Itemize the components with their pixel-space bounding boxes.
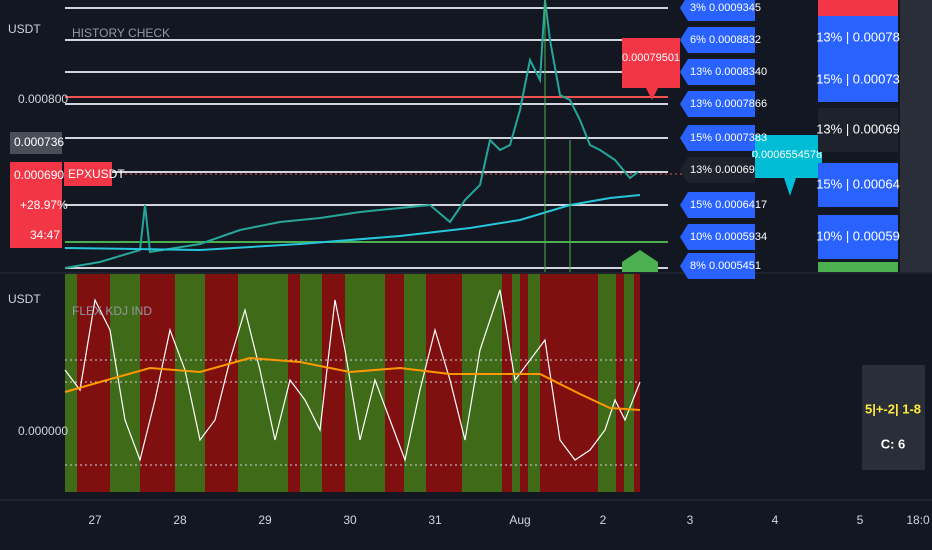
settings: 5|+-2| 1-8 bbox=[865, 401, 921, 416]
level-text: 15% | 0.00073 bbox=[816, 71, 900, 86]
indicator-name: FLEX KDJ IND bbox=[72, 304, 152, 318]
level-tag bbox=[680, 59, 755, 85]
price-label: 0.000000 bbox=[18, 424, 68, 438]
level-tag bbox=[818, 0, 898, 20]
currency: USDT bbox=[8, 22, 41, 36]
change: +28.97% bbox=[20, 198, 68, 212]
time-label: 3 bbox=[687, 513, 694, 527]
kdj-line bbox=[64, 289, 641, 463]
level-tag bbox=[818, 262, 898, 272]
info-box bbox=[862, 365, 925, 470]
level-text: 13% 0.00069 bbox=[690, 164, 755, 176]
level-text: 15% 0.0007383 bbox=[690, 132, 767, 144]
level-text: 15% 0.0006417 bbox=[690, 199, 767, 211]
level-tag bbox=[680, 157, 755, 183]
symbol-tag bbox=[64, 162, 112, 186]
level-text: 13% | 0.00078 bbox=[816, 29, 900, 44]
level-tag bbox=[818, 215, 898, 259]
currency: USDT bbox=[8, 292, 41, 306]
last-price: 0.000690 bbox=[14, 168, 64, 182]
level-tag bbox=[680, 91, 755, 117]
countdown: 34:47 bbox=[30, 228, 60, 242]
level-tag bbox=[680, 0, 755, 21]
kdj-levels bbox=[65, 359, 640, 466]
level-tag bbox=[680, 192, 755, 218]
time-label: 31 bbox=[428, 513, 442, 527]
level-tag bbox=[818, 108, 898, 152]
time-label: 30 bbox=[343, 513, 357, 527]
price-tag bbox=[10, 132, 62, 154]
level-text: 3% 0.0009345 bbox=[690, 2, 761, 14]
time-label: 29 bbox=[258, 513, 272, 527]
callout-text: 0.0006554578 bbox=[752, 149, 822, 161]
level-tag bbox=[680, 27, 755, 53]
price-line bbox=[64, 0, 639, 269]
count: C: 6 bbox=[881, 436, 906, 451]
level-text: 13% | 0.00069 bbox=[816, 121, 900, 136]
indicator-name: HISTORY CHECK bbox=[72, 26, 170, 40]
level-tag bbox=[818, 58, 898, 102]
symbol-tag bbox=[10, 162, 62, 248]
time-label: 18:0 bbox=[906, 513, 930, 527]
level-text: 6% 0.0008832 bbox=[690, 34, 761, 46]
level-text: 13% 0.0007866 bbox=[690, 98, 767, 110]
level-tag bbox=[818, 163, 898, 207]
callout bbox=[752, 135, 822, 196]
price-label: 0.000736 bbox=[14, 135, 64, 149]
kdj-average bbox=[64, 356, 641, 411]
time-label: 4 bbox=[772, 513, 779, 527]
level-tag bbox=[680, 125, 755, 151]
callout-text: 0.00079501 bbox=[622, 52, 680, 64]
price-label: 0.000800 bbox=[18, 92, 68, 106]
level-tag bbox=[680, 253, 755, 279]
level-text: 8% 0.0005451 bbox=[690, 260, 761, 272]
time-label: 27 bbox=[88, 513, 102, 527]
level-text: 15% | 0.00064 bbox=[816, 176, 900, 191]
level-tag bbox=[818, 16, 898, 60]
callout bbox=[622, 38, 680, 100]
time-label: 2 bbox=[600, 513, 607, 527]
time-label: Aug bbox=[509, 513, 530, 527]
level-text: 10% | 0.00059 bbox=[816, 228, 900, 243]
marker bbox=[622, 250, 658, 272]
time-label: 28 bbox=[173, 513, 187, 527]
symbol: EPXUSDT bbox=[68, 167, 125, 181]
scale-strip bbox=[900, 0, 932, 272]
level-tag bbox=[680, 224, 755, 250]
level-text: 10% 0.0005934 bbox=[690, 231, 767, 243]
moving-average bbox=[64, 194, 641, 252]
time-label: 5 bbox=[857, 513, 864, 527]
level-text: 13% 0.0008340 bbox=[690, 66, 767, 78]
